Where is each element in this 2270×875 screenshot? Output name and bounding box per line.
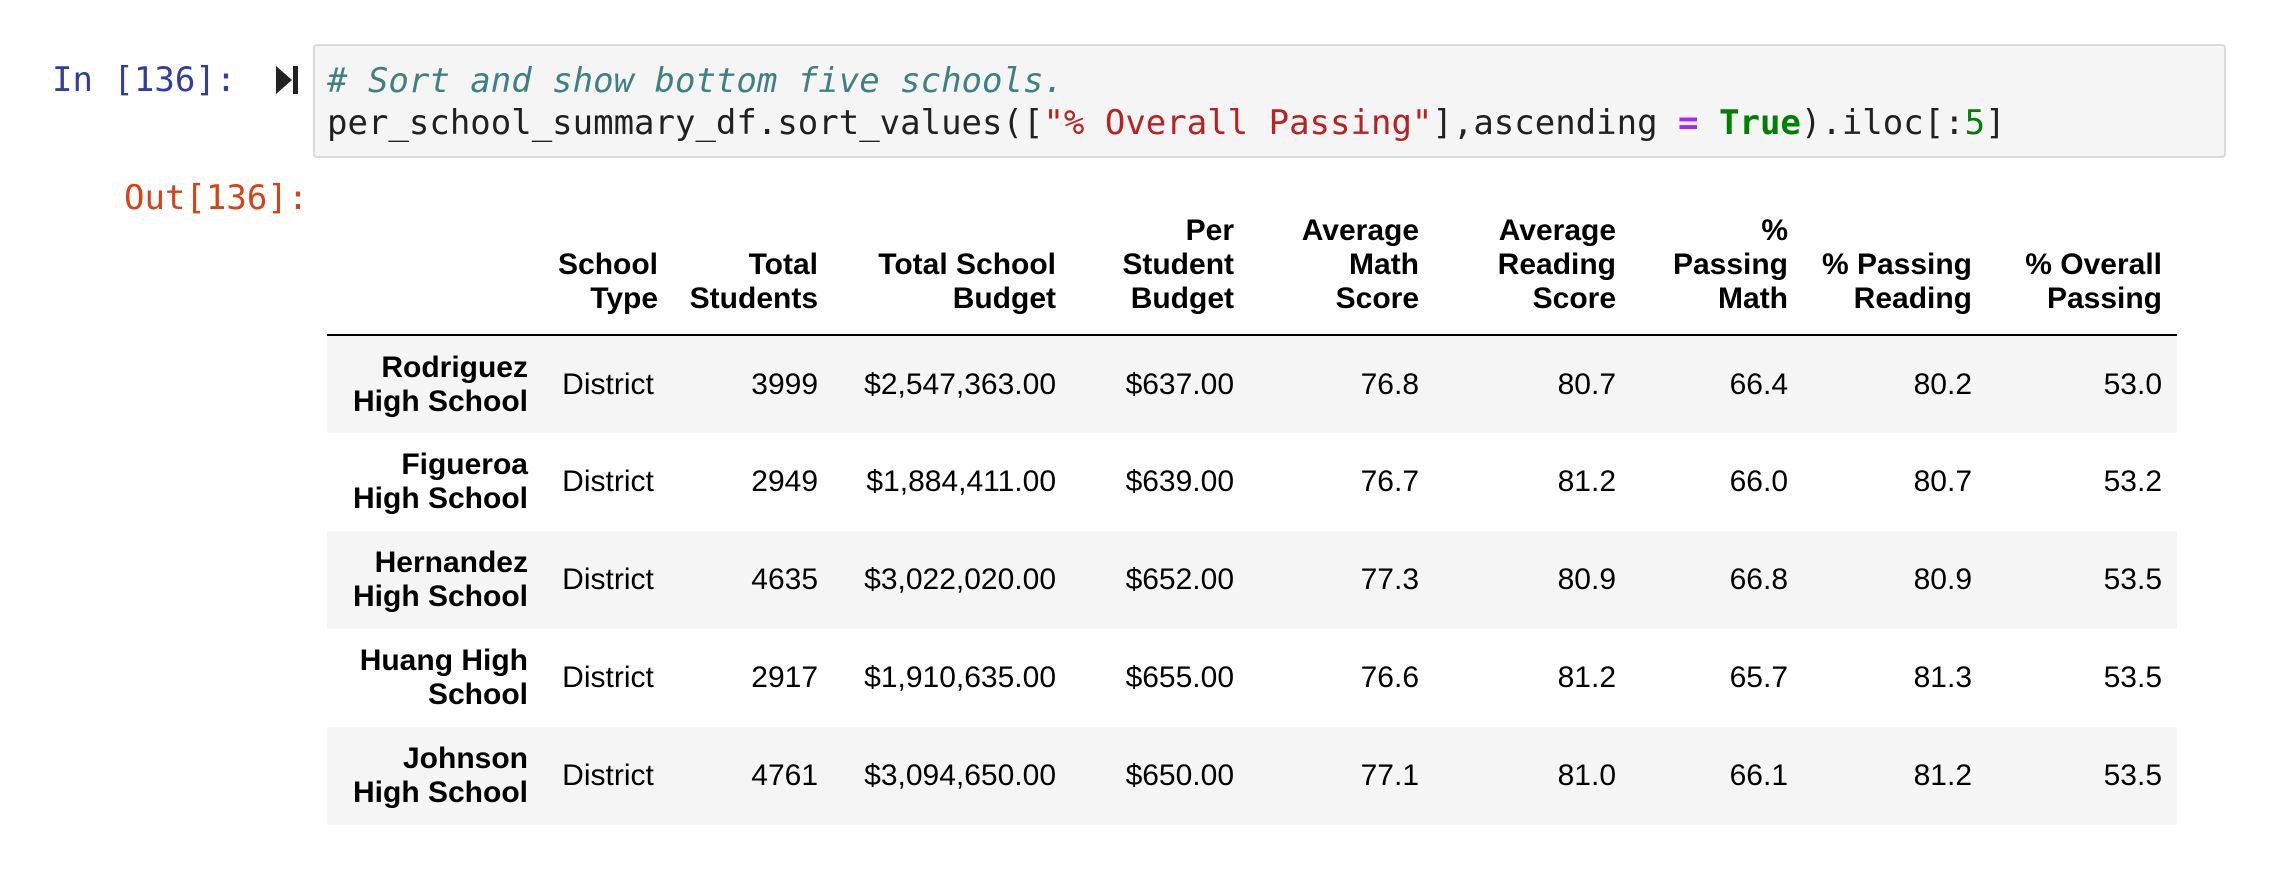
table-cell: $652.00 [1125, 563, 1235, 596]
code-text: per_school_summary_df.sort_values([ [327, 103, 1044, 143]
row-index-label: Rodriguez High School [353, 350, 528, 418]
table-cell: 81.0 [1557, 759, 1617, 792]
table-row: Huang High School District 2917 $1,910,6… [327, 629, 2177, 727]
dataframe-table: School Type Total Students Total School … [327, 212, 2178, 825]
code-string: "% Overall Passing" [1043, 103, 1433, 143]
table-cell: 66.0 [1729, 465, 1789, 498]
column-header: Average Reading Score [1497, 214, 1617, 315]
table-cell: $637.00 [1125, 367, 1235, 401]
table-cell: District [562, 367, 654, 401]
table-cell: 53.2 [2103, 465, 2163, 498]
table-cell: 80.7 [1913, 465, 1973, 498]
table-cell: 53.5 [2103, 563, 2163, 596]
column-header: Average Math Score [1301, 214, 1420, 315]
table-cell: 65.7 [1729, 661, 1789, 694]
table-cell: District [562, 759, 654, 792]
table-cell: 80.2 [1913, 367, 1973, 401]
code-text: ] [1985, 103, 2006, 143]
table-cell: $1,910,635.00 [864, 661, 1057, 694]
column-header: Total School Budget [878, 248, 1057, 315]
row-index-label: Figueroa High School [353, 448, 528, 515]
table-cell: 81.2 [1557, 465, 1617, 498]
table-cell: 81.2 [1913, 759, 1973, 792]
row-index-label: Huang High School [359, 644, 528, 711]
table-cell: 77.3 [1360, 563, 1420, 596]
row-index-label: Johnson High School [353, 742, 528, 809]
code-comment: # Sort and show bottom five schools. [327, 61, 1064, 101]
table-cell: 53.5 [2103, 759, 2163, 792]
table-cell: 81.3 [1913, 661, 1973, 694]
table-cell: 76.6 [1360, 661, 1420, 694]
table-row: Hernandez High School District 4635 $3,0… [327, 531, 2178, 629]
table-cell: 66.4 [1729, 367, 1789, 401]
table-cell: District [562, 563, 654, 596]
input-prompt: In [136]: [52, 60, 237, 100]
code-keyword: True [1719, 103, 1801, 143]
column-header: % Passing Math [1672, 214, 1789, 315]
column-header: Per Student Budget [1122, 214, 1235, 315]
table-cell: 2917 [751, 661, 819, 694]
column-header: Total Students [689, 248, 819, 315]
table-cell: $3,094,650.00 [864, 759, 1057, 792]
table-cell: $1,884,411.00 [866, 465, 1057, 498]
table-row: Rodriguez High School District 3999 $2,5… [327, 335, 2178, 433]
table-cell: 53.5 [2103, 661, 2163, 694]
table-cell: 2949 [751, 465, 819, 498]
table-cell: District [562, 661, 654, 694]
column-header: % Overall Passing [2025, 248, 2163, 315]
index-header [327, 212, 543, 335]
table-cell: 76.8 [1360, 367, 1420, 401]
table-cell: $2,547,363.00 [864, 367, 1057, 401]
output-prompt: Out[136]: [124, 178, 309, 218]
table-row: Figueroa High School District 2949 $1,88… [327, 433, 2177, 531]
table-cell: $655.00 [1125, 661, 1235, 694]
table-cell: $3,022,020.00 [864, 563, 1057, 596]
table-cell: 66.1 [1729, 759, 1789, 792]
table-cell: $639.00 [1125, 465, 1235, 498]
column-header: School Type [558, 248, 659, 315]
table-cell: 53.0 [2103, 367, 2163, 401]
code-number: 5 [1964, 103, 1986, 143]
table-cell: District [562, 465, 654, 498]
table-cell: 81.2 [1557, 661, 1617, 694]
table-cell: $650.00 [1125, 759, 1235, 792]
table-cell: 4635 [751, 563, 819, 596]
code-input-cell[interactable]: # Sort and show bottom five schools. per… [313, 44, 2226, 158]
run-cell-icon[interactable] [274, 64, 300, 96]
code-text: ).iloc[: [1800, 103, 1965, 143]
table-cell: 80.9 [1913, 563, 1973, 596]
table-cell: 3999 [751, 367, 819, 401]
code-text: ],ascending [1432, 103, 1679, 143]
row-index-label: Hernandez High School [353, 546, 528, 613]
table-cell: 77.1 [1360, 759, 1420, 792]
table-cell: 80.9 [1557, 563, 1617, 596]
code-text [1699, 103, 1719, 143]
table-cell: 80.7 [1557, 367, 1617, 401]
table-header-row: School Type Total Students Total School … [327, 212, 2178, 335]
table-row: Johnson High School District 4761 $3,094… [327, 727, 2178, 825]
code-operator: = [1678, 103, 1699, 143]
column-header: % Passing Reading [1821, 248, 1973, 315]
table-cell: 76.7 [1360, 465, 1420, 498]
table-cell: 4761 [751, 759, 819, 792]
table-cell: 66.8 [1729, 563, 1789, 596]
